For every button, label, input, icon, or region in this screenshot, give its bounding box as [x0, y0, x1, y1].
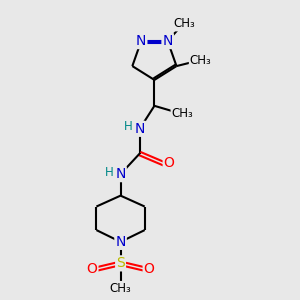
Text: N: N [163, 34, 173, 48]
Text: CH₃: CH₃ [174, 17, 195, 31]
Text: CH₃: CH₃ [190, 54, 212, 67]
Text: N: N [136, 34, 146, 48]
Text: O: O [144, 262, 154, 276]
Text: S: S [116, 256, 125, 270]
Text: H: H [124, 120, 133, 133]
Text: O: O [87, 262, 98, 276]
Text: N: N [116, 167, 126, 181]
Text: N: N [116, 235, 126, 249]
Text: CH₃: CH₃ [172, 107, 193, 120]
Text: O: O [164, 156, 175, 170]
Text: CH₃: CH₃ [110, 282, 131, 295]
Text: H: H [105, 166, 114, 179]
Text: N: N [134, 122, 145, 136]
